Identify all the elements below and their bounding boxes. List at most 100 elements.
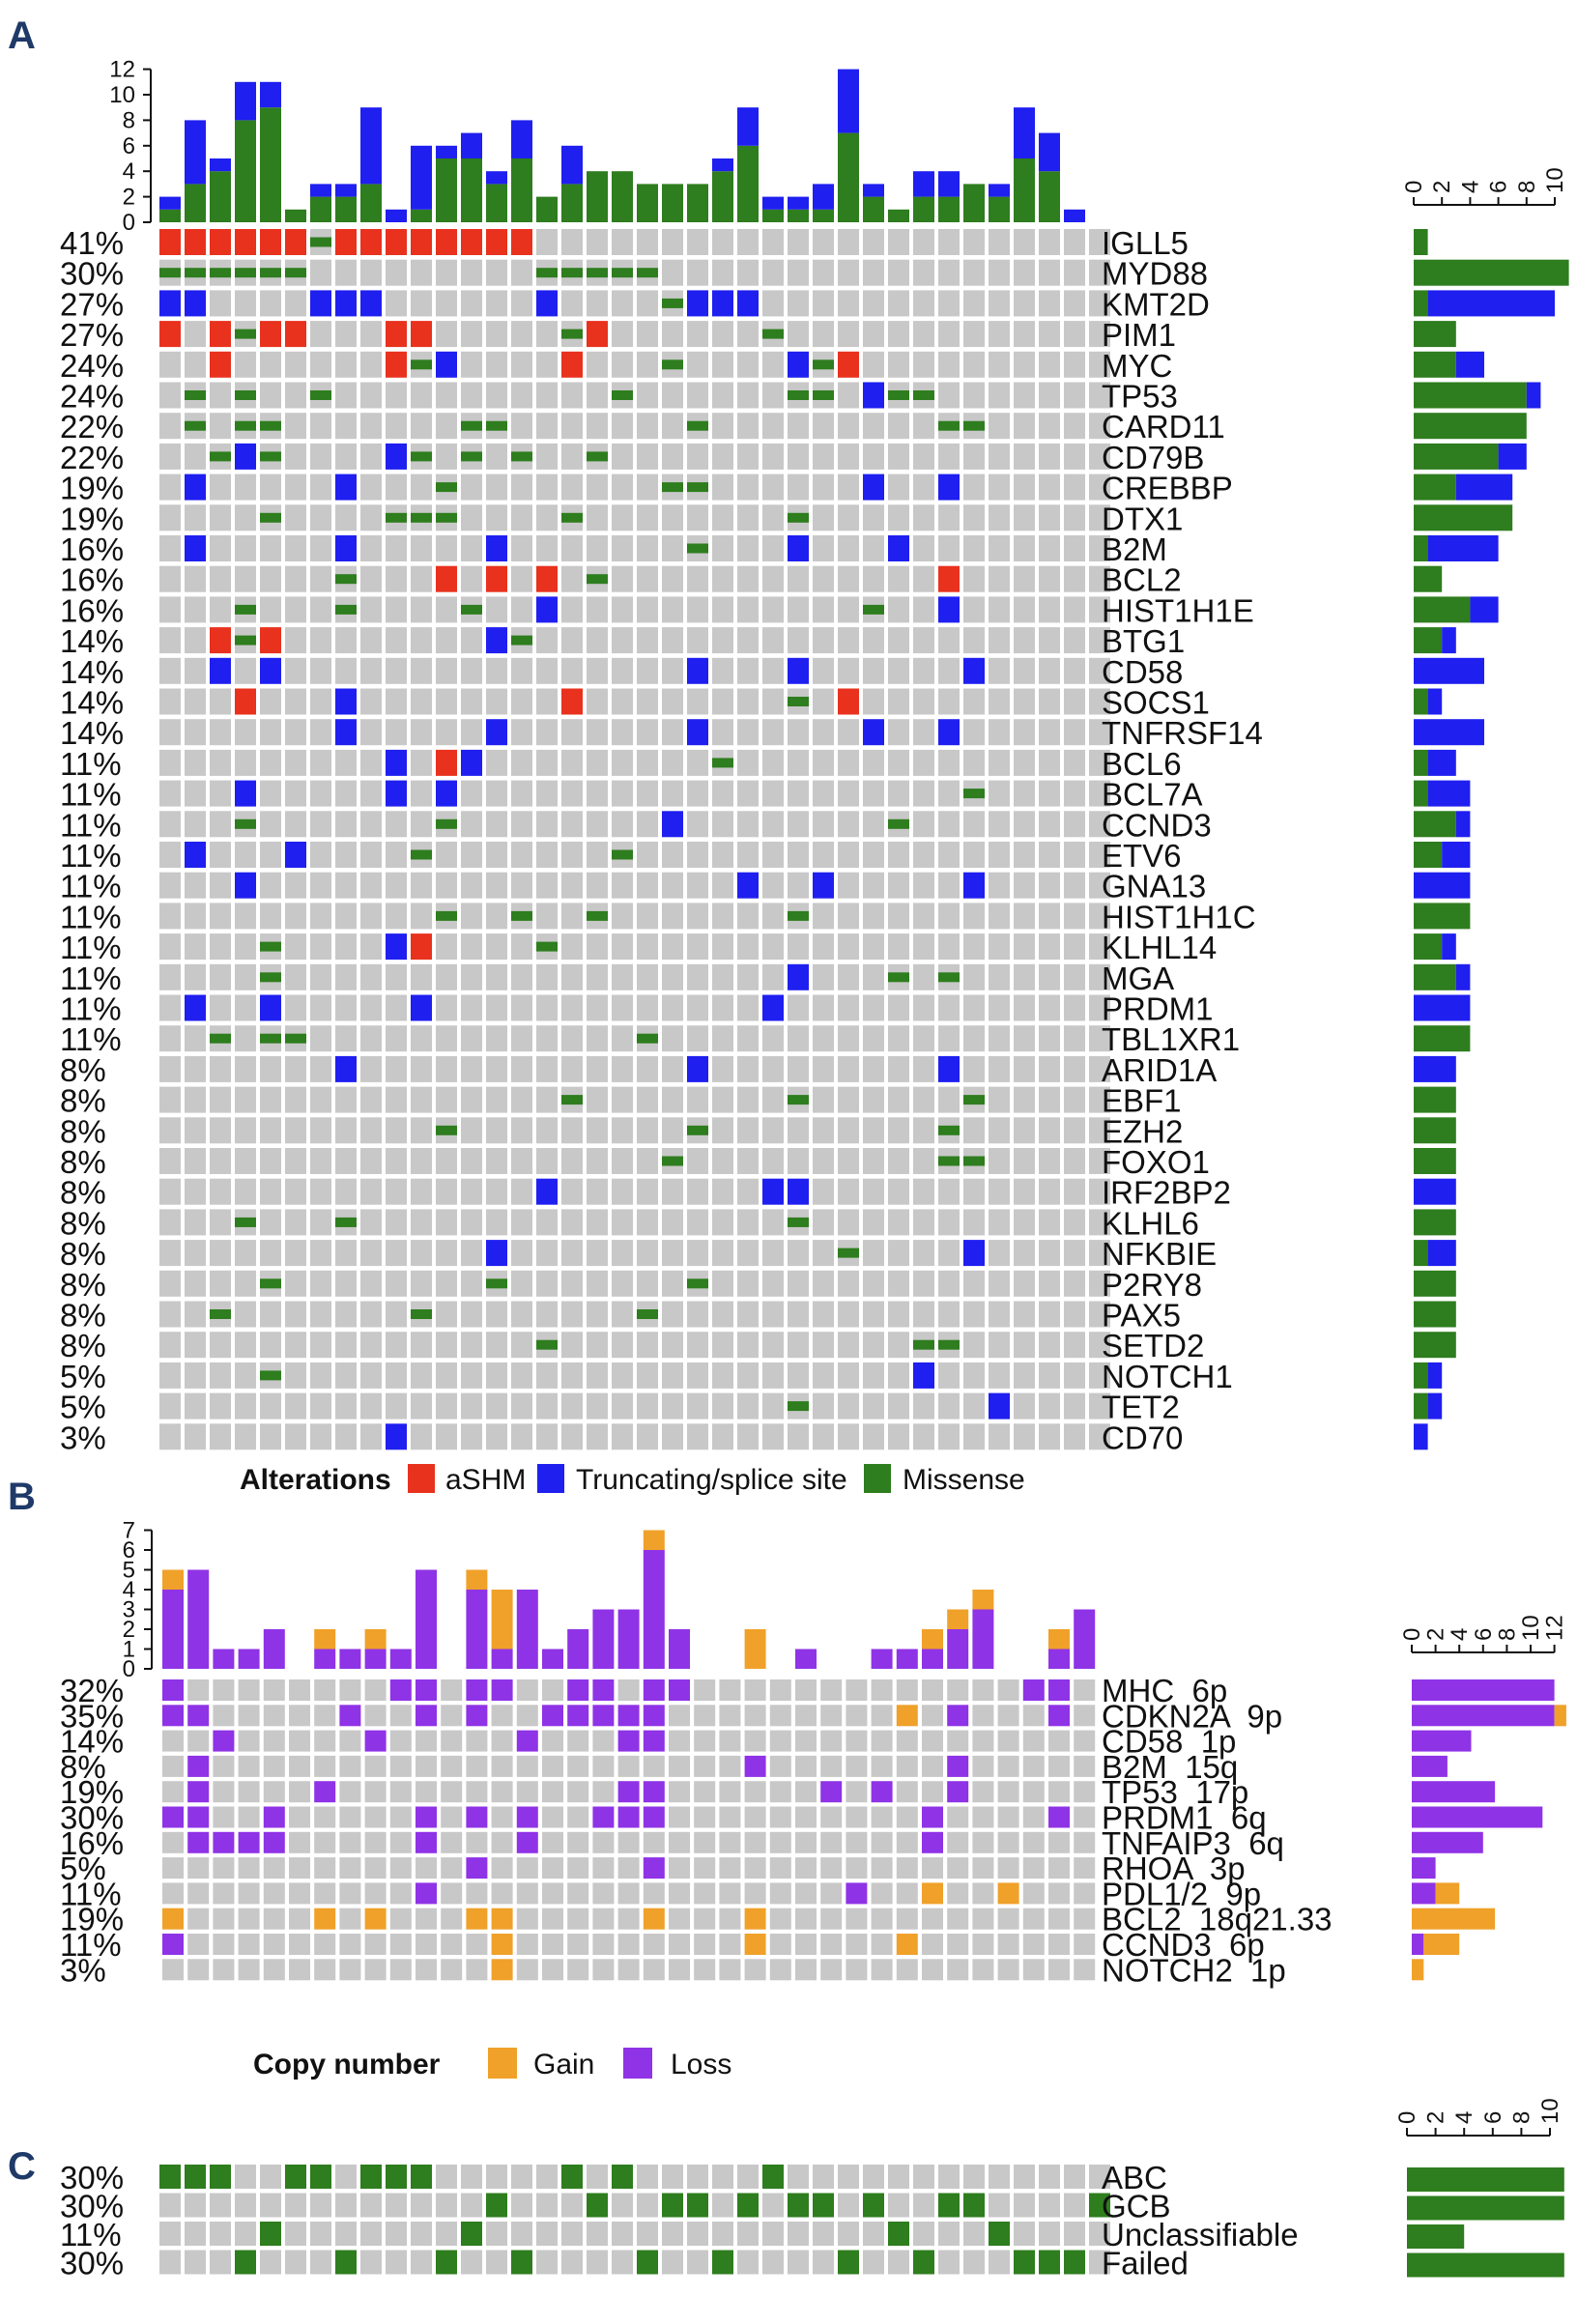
grid-cell <box>612 596 633 623</box>
grid-cell <box>587 535 608 561</box>
grid-cell <box>737 351 759 378</box>
grid-cell <box>694 1781 716 1803</box>
cell-ashm <box>587 321 608 348</box>
cell-ashm <box>159 229 181 255</box>
grid-cell <box>561 963 583 990</box>
grid-cell <box>1089 657 1110 684</box>
grid-cell <box>662 259 683 286</box>
right-bar-gain <box>1554 1705 1566 1727</box>
grid-cell <box>963 1270 985 1297</box>
cell-missense <box>813 390 834 400</box>
grid-cell <box>938 1086 960 1113</box>
cell-missense <box>235 268 256 278</box>
grid-cell <box>795 1831 817 1853</box>
grid-cell <box>637 351 658 378</box>
grid-cell <box>310 903 331 930</box>
top-bar-missense <box>838 132 859 222</box>
grid-cell <box>386 1209 407 1236</box>
grid-cell <box>486 259 507 286</box>
grid-cell <box>360 903 382 930</box>
grid-cell <box>511 1270 532 1297</box>
grid-cell <box>235 1332 256 1359</box>
grid-cell <box>972 1857 994 1879</box>
top-bar-truncating <box>989 184 1010 197</box>
grid-cell <box>737 535 759 561</box>
grid-cell <box>238 1806 260 1828</box>
cell-missense <box>938 972 960 983</box>
grid-cell <box>386 842 407 868</box>
grid-cell <box>386 719 407 746</box>
cell-missense <box>536 941 558 952</box>
grid-cell <box>737 1270 759 1297</box>
cell-loss <box>1048 1679 1070 1701</box>
grid-cell <box>536 1055 558 1082</box>
grid-cell <box>1039 351 1060 378</box>
grid-cell <box>820 1959 843 1981</box>
grid-cell <box>744 1857 766 1879</box>
grid-cell <box>1039 1301 1060 1328</box>
row-percent: 30% <box>60 2160 124 2195</box>
grid-cell <box>486 1209 507 1236</box>
top-axis-tick-label: 0 <box>123 210 135 236</box>
grid-cell <box>289 1755 310 1777</box>
grid-cell <box>516 1755 538 1777</box>
grid-cell <box>364 1882 387 1905</box>
grid-cell <box>486 382 507 409</box>
top-bar-gain <box>162 1569 184 1590</box>
cell-missense <box>662 1156 683 1166</box>
grid-cell <box>263 1882 285 1905</box>
grid-cell <box>913 963 934 990</box>
grid-cell <box>687 933 708 961</box>
grid-cell <box>788 473 809 501</box>
grid-cell <box>310 2250 331 2275</box>
grid-cell <box>963 1178 985 1205</box>
grid-cell <box>159 504 181 531</box>
grid-cell <box>963 933 985 961</box>
grid-cell <box>1014 719 1035 746</box>
grid-cell <box>335 933 357 961</box>
grid-cell <box>210 2250 231 2275</box>
grid-cell <box>813 963 834 990</box>
grid-cell <box>159 1055 181 1082</box>
grid-cell <box>769 1679 791 1701</box>
grid-cell <box>989 1270 1010 1297</box>
grid-cell <box>360 2193 382 2218</box>
grid-cell <box>1014 811 1035 838</box>
grid-cell <box>285 596 306 623</box>
grid-cell <box>1039 963 1060 990</box>
cell-truncating <box>235 780 256 807</box>
grid-cell <box>913 2165 934 2189</box>
cell-missense <box>235 818 256 829</box>
grid-cell <box>1014 842 1035 868</box>
grid-cell <box>846 1806 868 1828</box>
grid-cell <box>922 1934 943 1955</box>
row-gene-label: SOCS1 <box>1102 685 1210 721</box>
cell-loss <box>643 1806 665 1828</box>
grid-cell <box>536 2222 558 2246</box>
grid-cell <box>159 2222 181 2246</box>
grid-cell <box>637 504 658 531</box>
grid-cell <box>712 1178 733 1205</box>
grid-cell <box>788 1270 809 1297</box>
grid-cell <box>461 1301 482 1328</box>
top-bar-missense <box>210 171 231 222</box>
grid-cell <box>561 2250 583 2275</box>
grid-cell <box>335 842 357 868</box>
grid-cell <box>511 1209 532 1236</box>
grid-cell <box>1048 1882 1070 1905</box>
grid-cell <box>587 1055 608 1082</box>
grid-cell <box>1064 1392 1085 1420</box>
grid-cell <box>871 1857 893 1879</box>
grid-cell <box>617 1908 640 1930</box>
grid-cell <box>310 2222 331 2246</box>
grid-cell <box>436 443 457 470</box>
grid-cell <box>1039 842 1060 868</box>
grid-cell <box>587 1240 608 1267</box>
grid-cell <box>913 504 934 531</box>
grid-cell <box>1014 1301 1035 1328</box>
cell-loss <box>364 1730 387 1752</box>
grid-cell <box>310 1086 331 1113</box>
cell-subtype <box>687 2193 708 2218</box>
grid-cell <box>913 627 934 654</box>
row-percent: 3% <box>60 1952 106 1988</box>
